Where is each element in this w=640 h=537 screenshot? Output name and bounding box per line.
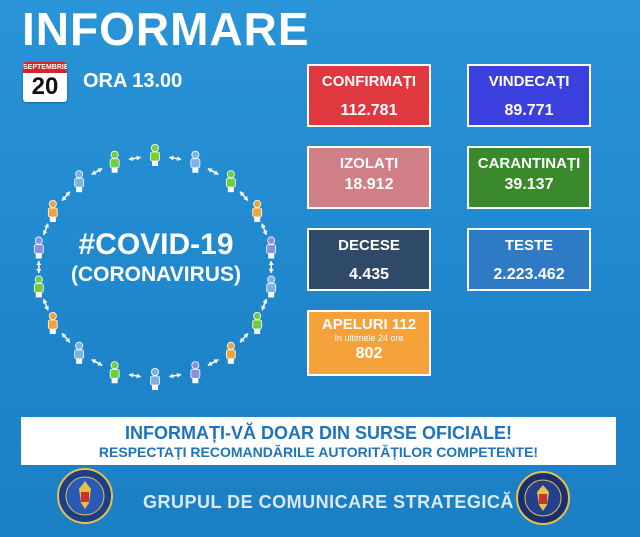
stat-value: 39.137 <box>504 176 554 193</box>
arrow-head <box>268 269 274 273</box>
arrow-head <box>240 191 245 197</box>
arrow-head <box>42 230 48 235</box>
page-title: INFORMARE <box>22 3 310 55</box>
stat-value: 4.435 <box>348 266 390 283</box>
people-circle-illustration <box>33 144 277 390</box>
person-icon <box>74 170 85 193</box>
stat-label: CONFIRMAȚI <box>321 73 417 90</box>
stat-calls-112: APELURI 112 în ultimele 24 ore 802 <box>307 310 431 376</box>
arrow-head <box>176 156 182 162</box>
arrow-head <box>261 223 266 229</box>
person-icon <box>150 367 160 390</box>
covid-subtitle: (CORONAVIRUS) <box>71 263 241 286</box>
arrow-head <box>128 372 134 378</box>
person-icon <box>252 311 263 334</box>
person-icon <box>74 341 85 364</box>
covid-hashtag: #COVID-19 <box>78 228 234 261</box>
person-icon <box>150 144 160 166</box>
arrow-head <box>262 230 268 235</box>
person-icon <box>190 150 201 173</box>
stat-confirmed: CONFIRMAȚI 112.781 <box>307 64 431 127</box>
stat-value: 112.781 <box>340 102 398 119</box>
person-icon <box>225 170 236 193</box>
stat-label: CARANTINAȚI <box>477 155 581 172</box>
arrow-head <box>262 299 268 304</box>
arrow-head <box>169 373 174 379</box>
arrow-head <box>213 359 219 364</box>
government-seal-logo <box>57 468 113 524</box>
official-sources-banner: INFORMAȚI-VĂ DOAR DIN SURSE OFICIALE! RE… <box>21 417 616 465</box>
stat-sublabel: în ultimele 24 ore <box>334 333 404 343</box>
person-icon <box>33 275 44 298</box>
arrow-head <box>91 170 97 175</box>
stat-value: 802 <box>355 345 383 362</box>
person-icon <box>47 311 58 334</box>
arrow-head <box>243 195 248 201</box>
stat-isolated: IZOLAȚI 18.912 <box>307 146 431 209</box>
stat-deaths: DECESE 4.435 <box>307 228 431 291</box>
stat-label: IZOLAȚI <box>339 155 399 172</box>
report-time: ORA 13.00 <box>83 70 183 92</box>
arrow-head <box>65 191 70 197</box>
arrow-head <box>44 305 49 311</box>
arrow-head <box>243 333 248 339</box>
person-icon <box>190 361 201 384</box>
calendar-day: 20 <box>31 73 59 100</box>
arrow-head <box>207 168 213 173</box>
arrow-head <box>261 305 266 311</box>
calendar-month: SEPTEMBRIE <box>23 62 67 73</box>
arrow-head <box>91 359 97 364</box>
arrow-head <box>128 156 134 162</box>
stat-tests: TESTE 2.223.462 <box>467 228 591 291</box>
arrow-head <box>169 155 174 161</box>
arrow-head <box>213 170 219 175</box>
arrow-head <box>97 168 103 173</box>
covid-title: #COVID-19 (CORONAVIRUS) <box>42 228 270 288</box>
arrow-head <box>268 261 274 265</box>
arrow-head <box>176 372 182 378</box>
person-icon <box>109 361 120 384</box>
arrow-head <box>42 299 48 304</box>
arrow-head <box>207 361 213 366</box>
person-icon <box>109 150 120 173</box>
arrow-head <box>36 269 42 273</box>
arrow-head <box>136 155 141 161</box>
banner-line-1: INFORMAȚI-VĂ DOAR DIN SURSE OFICIALE! <box>125 423 512 443</box>
person-icon <box>225 341 236 364</box>
arrow-head <box>62 333 67 339</box>
person-icon <box>33 236 44 259</box>
stat-recovered: VINDECAȚI 89.771 <box>467 64 591 127</box>
stat-value: 89.771 <box>504 102 554 119</box>
arrow-head <box>36 261 42 265</box>
arrow-head <box>65 337 70 343</box>
banner-line-2: RESPECTAȚI RECOMANDĂRILE AUTORITĂȚILOR C… <box>98 444 539 460</box>
person-icon <box>47 200 58 222</box>
arrow-head <box>136 373 141 379</box>
person-icon <box>266 236 277 259</box>
calendar-icon: SEPTEMBRIE 20 <box>23 62 67 102</box>
stat-label: DECESE <box>338 237 400 254</box>
person-icon <box>252 200 263 222</box>
stat-value: 2.223.462 <box>493 266 565 283</box>
stat-label: TESTE <box>504 237 554 254</box>
stat-value: 18.912 <box>344 176 394 193</box>
arrow-head <box>240 337 245 343</box>
stat-label: VINDECAȚI <box>488 73 570 90</box>
stat-label: APELURI 112 <box>321 316 417 333</box>
stat-quarantined: CARANTINAȚI 39.137 <box>467 146 591 209</box>
arrow-head <box>44 223 49 229</box>
emergency-department-seal-logo <box>516 471 570 525</box>
arrow-head <box>62 195 67 201</box>
arrow-head <box>97 361 103 366</box>
footer-organization: GRUPUL DE COMUNICARE STRATEGICĂ <box>143 492 514 512</box>
person-icon <box>266 275 277 298</box>
